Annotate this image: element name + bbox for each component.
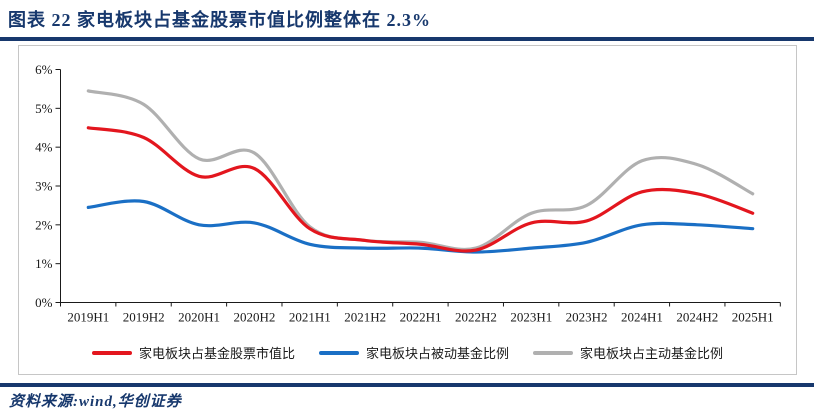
chart-area: 0% 1% 2% 3% 4% 5% 6% 2019H1 2019H2 2020H1 2020H2 20…: [18, 45, 797, 375]
legend-item-2: 家电板块占主动基金比例: [533, 343, 723, 362]
x-tick-label: 2019H1: [67, 310, 109, 325]
legend-item-1: 家电板块占被动基金比例: [318, 343, 509, 362]
plot-svg: 0% 1% 2% 3% 4% 5% 6% 2019H1 2019H2 2020H1 2020H2 20…: [35, 62, 781, 325]
x-tick-label: 2024H2: [676, 310, 718, 325]
legend-line-swatch: [91, 350, 132, 355]
legend-line-swatch: [533, 350, 573, 355]
y-tick-label: 0%: [35, 295, 53, 310]
x-tick-label: 2020H1: [178, 310, 220, 325]
x-tick-label: 2021H2: [344, 310, 386, 325]
footer-divider-rule: [0, 383, 814, 387]
series-line-0: [86, 126, 755, 253]
legend-item-0: 家电板块占基金股票市值比: [91, 343, 295, 362]
legend-label: 家电板块占被动基金比例: [365, 346, 509, 361]
x-tick-label: 2022H1: [400, 310, 442, 325]
y-tick-label: 2%: [35, 217, 53, 232]
series-line-1: [86, 199, 755, 254]
x-tick-label: 2025H1: [732, 310, 774, 325]
chart-legend: 家电板块占基金股票市值比 家电板块占被动基金比例 家电板块占主动基金比例: [19, 343, 796, 362]
x-tick-label: 2024H1: [621, 310, 663, 325]
x-tick-label: 2021H1: [289, 310, 331, 325]
y-tick-label: 3%: [35, 179, 53, 194]
x-tick-label: 2022H2: [455, 310, 497, 325]
x-tick-label: 2023H2: [566, 310, 608, 325]
x-tick-label: 2019H2: [123, 310, 165, 325]
series-line-2: [86, 89, 755, 252]
y-tick-label: 6%: [35, 62, 53, 77]
source-text: 资料来源:wind,华创证券: [9, 394, 182, 410]
figure-title: 图表 22 家电板块占基金股票市值比例整体在 2.3%: [8, 10, 431, 30]
legend-line-swatch: [318, 350, 359, 355]
title-divider-rule: [0, 37, 814, 41]
y-tick-label: 1%: [35, 256, 53, 271]
x-tick-label: 2020H2: [233, 310, 275, 325]
y-tick-label: 5%: [35, 101, 53, 116]
x-tick-label: 2023H1: [510, 310, 552, 325]
y-tick-label: 4%: [35, 140, 53, 155]
legend-label: 家电板块占主动基金比例: [580, 346, 724, 361]
legend-label: 家电板块占基金股票市值比: [138, 346, 295, 361]
